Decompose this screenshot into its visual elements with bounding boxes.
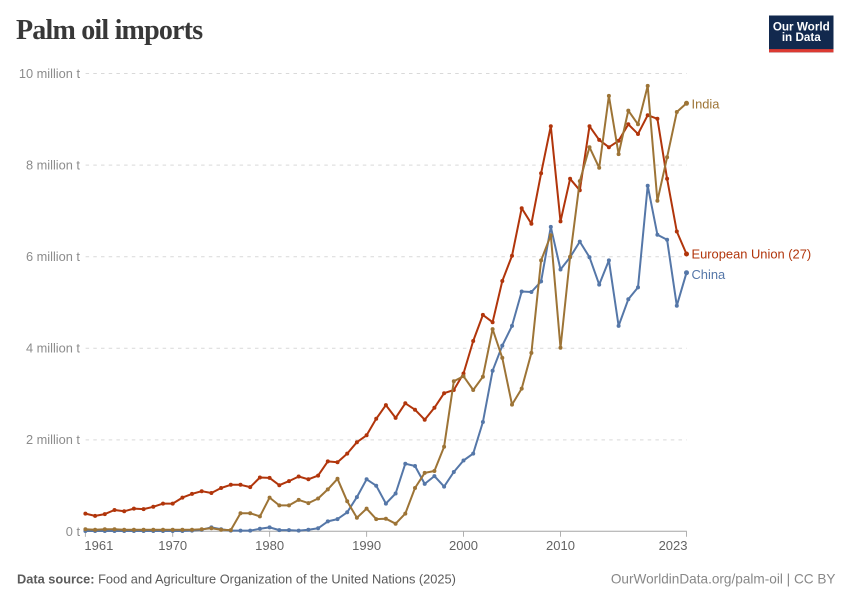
svg-text:2010: 2010 [546,538,575,553]
svg-text:2023: 2023 [659,538,688,553]
svg-text:India: India [692,96,721,111]
svg-text:Palm oil imports: Palm oil imports [16,15,203,46]
svg-text:0 t: 0 t [66,524,81,539]
svg-text:2000: 2000 [449,538,478,553]
svg-text:10 million t: 10 million t [19,66,81,81]
svg-text:Our World: Our World [773,21,830,34]
svg-text:1990: 1990 [352,538,381,553]
svg-text:8 million t: 8 million t [26,157,80,172]
svg-text:1961: 1961 [84,538,113,553]
svg-text:Data source: Food and Agricult: Data source: Food and Agriculture Organi… [17,572,456,587]
svg-text:1970: 1970 [158,538,187,553]
svg-text:OurWorldinData.org/palm-oil |: OurWorldinData.org/palm-oil | CC BY [611,572,836,587]
svg-text:in Data: in Data [782,31,821,44]
svg-text:European Union (27): European Union (27) [692,247,812,262]
svg-text:China: China [692,267,727,282]
svg-text:4 million t: 4 million t [26,341,80,356]
svg-text:6 million t: 6 million t [26,249,80,264]
svg-text:1980: 1980 [255,538,284,553]
svg-text:2 million t: 2 million t [26,432,80,447]
